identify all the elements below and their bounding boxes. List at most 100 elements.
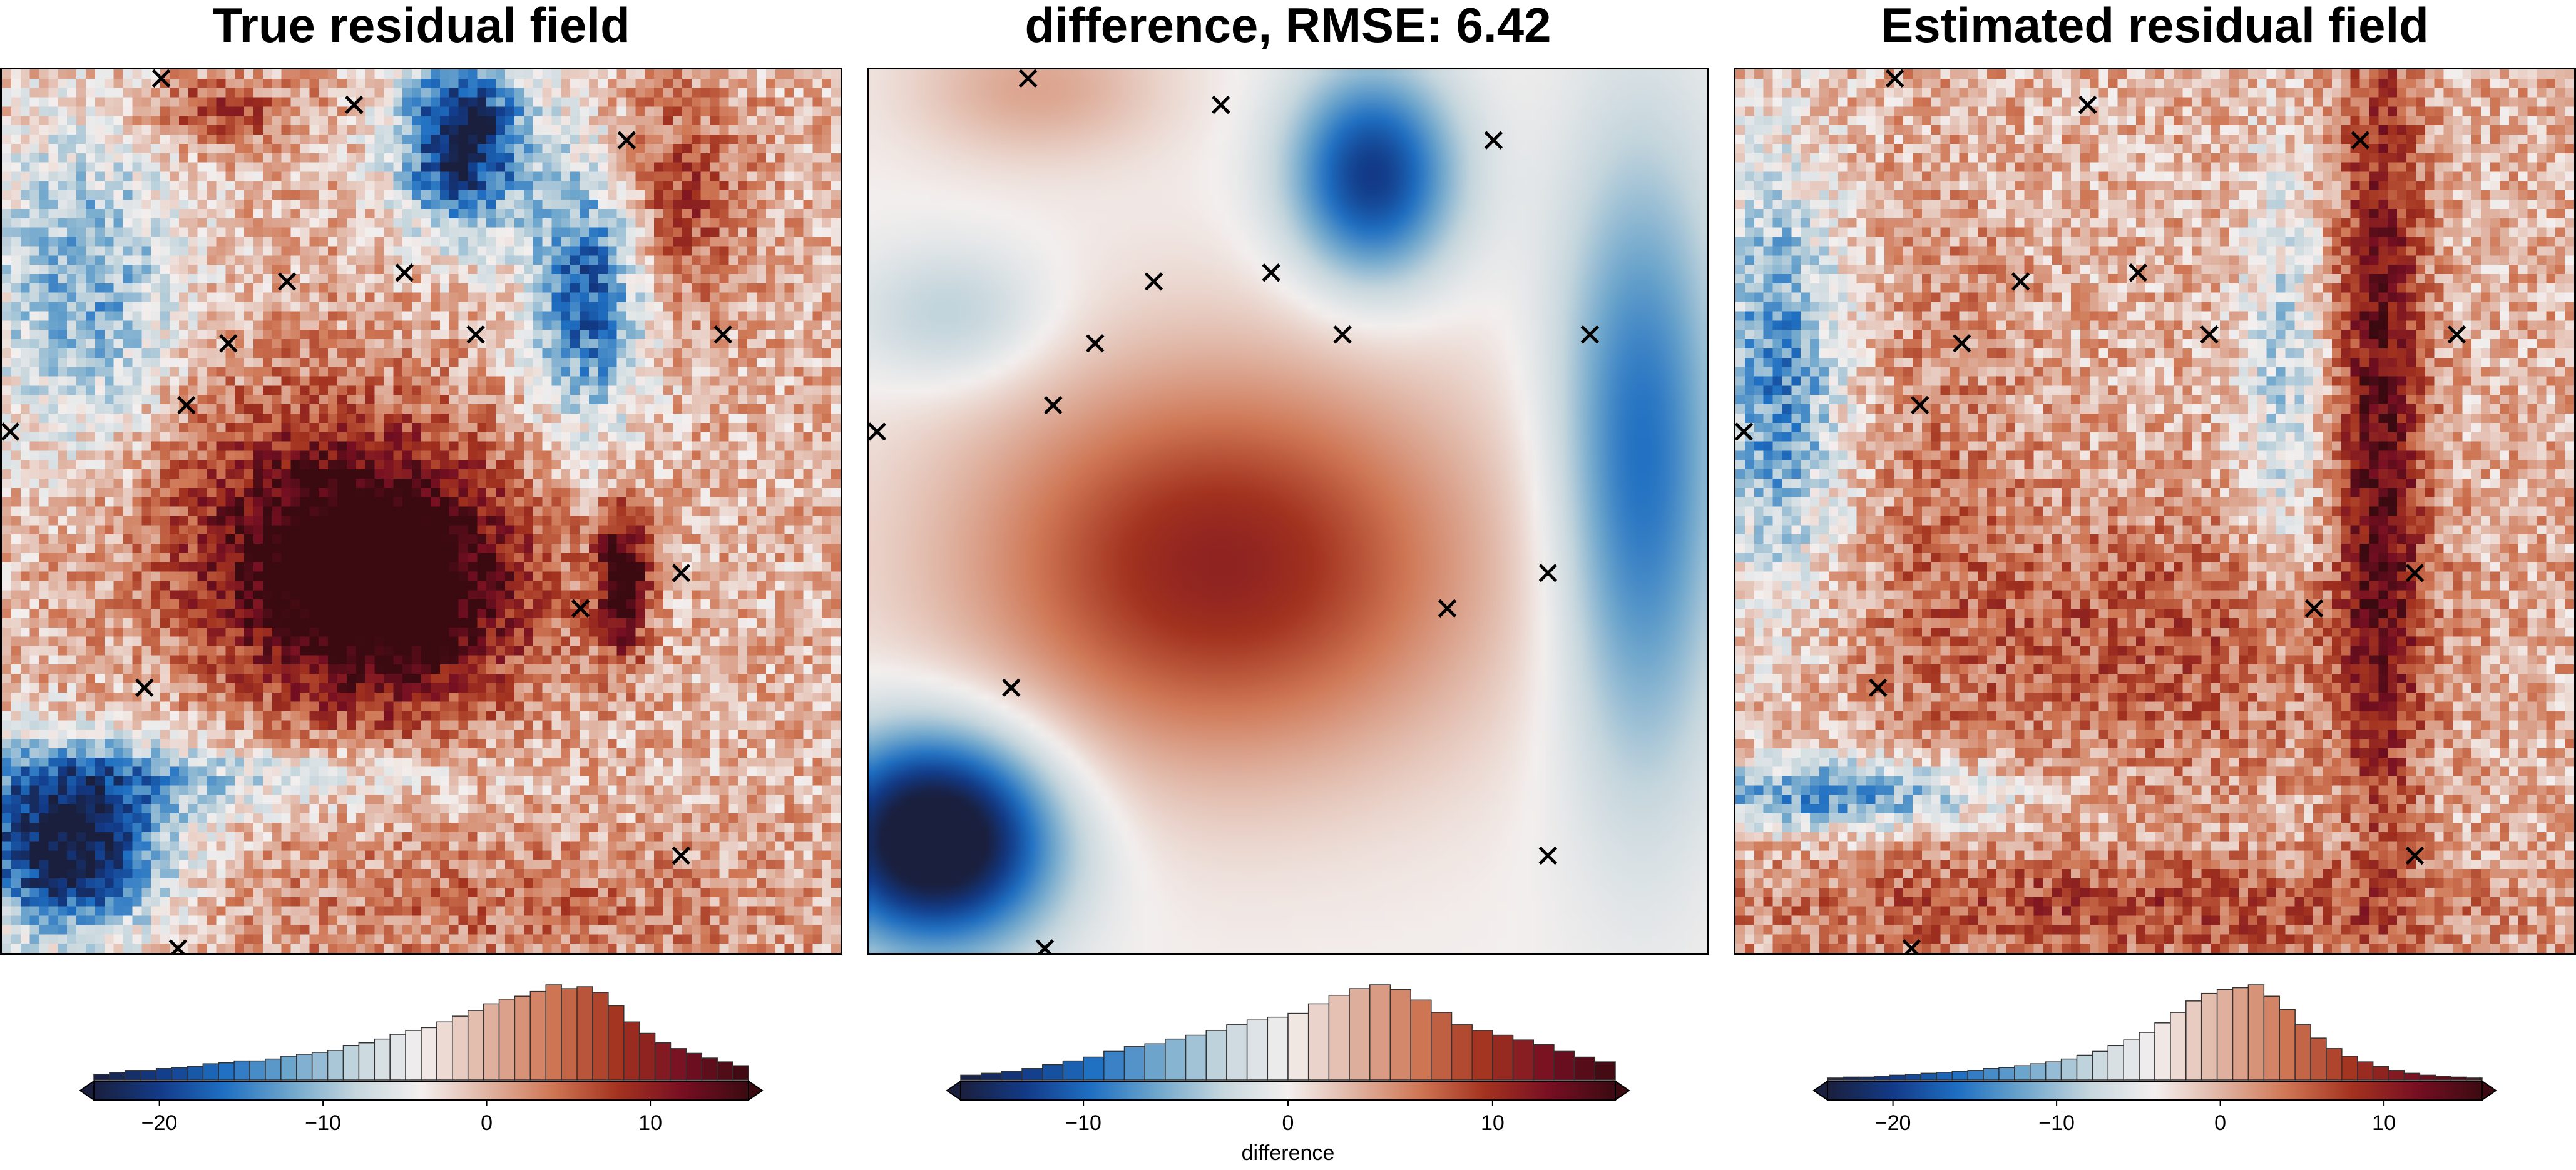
title-estimated-residual: Estimated residual field — [1881, 0, 2429, 53]
histogram-bar — [171, 1067, 188, 1081]
histogram-bar — [545, 984, 562, 1081]
sample-point-marker — [177, 395, 196, 415]
estimated-residual-markers — [1735, 69, 2466, 953]
histogram-bar — [2466, 1077, 2483, 1081]
sample-point-marker — [1538, 846, 1558, 865]
histogram-bar — [389, 1034, 406, 1081]
histogram-bar — [2107, 1045, 2124, 1081]
histogram-bar — [654, 1042, 672, 1081]
histogram-bar — [2279, 1009, 2296, 1081]
histogram-bar — [701, 1057, 718, 1081]
true-residual-colorbar: −20 −10 0 10 — [69, 964, 774, 1164]
histogram-bar — [1573, 1056, 1596, 1081]
estimated-residual-colorbar: −20 −10 0 10 — [1802, 964, 2507, 1164]
sample-point-marker — [1002, 678, 1021, 698]
histogram-bar — [2403, 1072, 2421, 1081]
colorbar-tick-label: 10 — [1481, 1111, 1505, 1135]
difference-heatmap — [869, 69, 1707, 953]
histogram-bar — [358, 1042, 376, 1081]
sample-point-marker — [2304, 599, 2324, 618]
histogram-bar — [2419, 1074, 2436, 1081]
histogram-bar — [960, 1074, 982, 1081]
histogram-bar — [2263, 995, 2280, 1081]
sample-point-marker — [571, 599, 590, 618]
sample-point-marker — [1902, 939, 1921, 953]
colorbar-label: difference — [1242, 1141, 1335, 1165]
colorbar-max-extend — [1615, 1080, 1630, 1101]
histogram-bar — [1389, 989, 1411, 1081]
histogram-bar — [109, 1072, 126, 1081]
colorbar-tick-label: −20 — [1875, 1111, 1911, 1135]
difference-map — [867, 68, 1709, 955]
histogram-bar — [1103, 1050, 1125, 1081]
histogram-bar — [717, 1061, 733, 1081]
histogram-bar — [2170, 1012, 2187, 1081]
sample-point-marker — [1538, 564, 1558, 582]
histogram-bar — [1083, 1056, 1105, 1081]
sample-point-marker — [1735, 422, 1754, 441]
sample-point-marker — [345, 95, 364, 114]
histogram-bar — [1920, 1072, 1938, 1081]
histogram-bar — [1889, 1074, 1906, 1081]
histogram-bar — [1410, 999, 1432, 1081]
sample-point-marker — [277, 272, 297, 291]
sample-point-marker — [219, 334, 238, 353]
histogram-bar — [140, 1070, 157, 1081]
sample-point-marker — [168, 939, 188, 953]
histogram-bar — [1967, 1070, 1984, 1081]
histogram-bar — [1123, 1046, 1145, 1081]
histogram-bar — [608, 1005, 625, 1081]
sample-point-marker — [1262, 263, 1280, 282]
histogram-bar — [374, 1038, 391, 1081]
sample-point-marker — [2405, 564, 2425, 582]
title-true-residual: True residual field — [212, 0, 630, 53]
histogram-bar — [1062, 1060, 1084, 1081]
histogram-bar — [1843, 1076, 1859, 1081]
true-residual-markers — [2, 69, 733, 953]
histogram-bar — [2247, 984, 2265, 1081]
colorbar-max-extend — [2481, 1080, 2497, 1101]
colorbar-min-extend — [946, 1080, 961, 1101]
histogram-bar — [623, 1021, 640, 1081]
histogram-bar — [1553, 1050, 1575, 1081]
histogram-bar — [1512, 1039, 1534, 1081]
histogram-bar — [732, 1065, 749, 1081]
histogram-bar — [592, 992, 609, 1081]
histogram-bar — [327, 1050, 344, 1081]
histogram-bar — [1165, 1038, 1187, 1081]
histogram-bar — [2341, 1056, 2358, 1081]
sample-point-marker — [2011, 272, 2030, 291]
histogram-bar — [2435, 1076, 2451, 1081]
histogram-bar — [1936, 1072, 1953, 1081]
histogram-bar — [1021, 1068, 1043, 1081]
sample-point-marker — [672, 846, 691, 865]
histogram-bar — [1205, 1030, 1227, 1081]
histogram-bar — [265, 1058, 282, 1081]
histogram-bar — [2076, 1054, 2093, 1081]
histogram-bar — [2014, 1065, 2031, 1081]
sample-point-marker — [713, 325, 733, 344]
histogram-bar — [2326, 1048, 2343, 1081]
sample-point-marker — [1212, 95, 1230, 114]
colorbar-gradient — [960, 1081, 1616, 1101]
histogram-bar — [1451, 1024, 1473, 1081]
sample-point-marker — [1484, 131, 1503, 150]
sample-point-marker — [1438, 599, 1457, 618]
colorbar-tick-label: 10 — [2372, 1111, 2396, 1135]
histogram-bar — [2232, 987, 2249, 1081]
histogram-bar — [561, 988, 578, 1081]
histogram-bar — [1827, 1077, 1844, 1081]
histogram-bar — [1858, 1076, 1875, 1081]
sample-point-marker — [1044, 395, 1063, 415]
histogram-bar — [2357, 1061, 2374, 1081]
histogram-bar — [1492, 1034, 1514, 1081]
sample-point-marker — [1333, 325, 1352, 344]
true-residual-heatmap — [2, 69, 841, 953]
sample-point-marker — [1580, 325, 1600, 344]
difference-markers — [869, 69, 1600, 953]
histogram-bar — [2388, 1070, 2405, 1081]
histogram-bar — [2200, 992, 2218, 1081]
histogram-bar — [2060, 1058, 2078, 1081]
colorbar-tick-label: −20 — [141, 1111, 178, 1135]
colorbar-gradient — [93, 1081, 749, 1101]
